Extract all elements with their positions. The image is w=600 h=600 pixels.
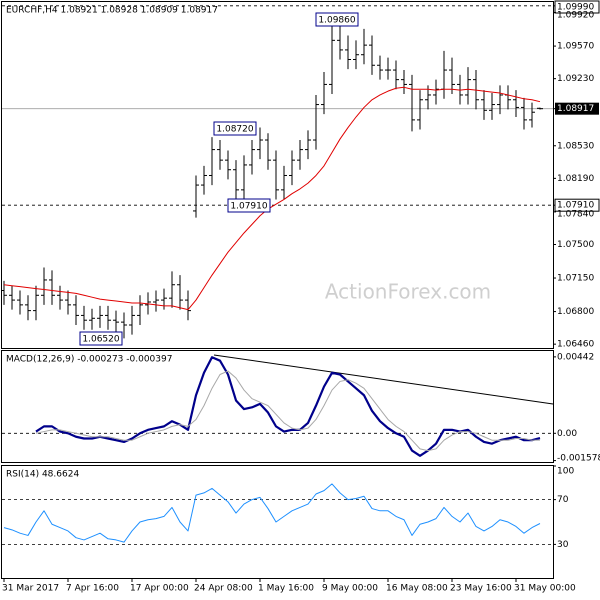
y-tick-label: -0.001578 (557, 454, 600, 464)
indicator-line (35, 356, 541, 457)
y-tick-label: 100 (557, 467, 574, 477)
y-tick-label: 1.07150 (557, 274, 594, 284)
y-tick-label: 1.08917 (557, 104, 594, 114)
price-panel (1, 1, 554, 349)
trend-line (213, 354, 554, 405)
indicator-line (3, 483, 541, 543)
level-label-box (554, 0, 600, 14)
x-tick-label: 17 Apr 00:00 (130, 584, 189, 594)
macd-panel (1, 350, 554, 463)
y-tick-label: 0.00 (557, 429, 577, 439)
panel-title: RSI(14) 48.6624 (6, 470, 79, 480)
panel-title: EURCHF,H4 1.08921 1.08928 1.08909 1.0891… (6, 6, 218, 16)
watermark: ActionForex.com (325, 280, 491, 304)
y-tick-label: 1.09230 (557, 74, 594, 84)
x-tick-label: 7 Apr 16:00 (66, 584, 119, 594)
rsi-panel (1, 465, 554, 579)
y-tick-label: 1.09570 (557, 42, 594, 52)
x-tick-label: 23 May 16:00 (450, 584, 512, 594)
annotation: 1.07910 (230, 202, 267, 212)
y-tick-label: 1.08530 (557, 141, 594, 151)
annotation: 1.08720 (216, 125, 253, 135)
x-tick-label: 9 May 00:00 (322, 584, 378, 594)
level-label-box (554, 198, 600, 212)
annotation-box (315, 12, 359, 27)
indicator-line (35, 370, 541, 452)
y-tick-label: 1.09920 (557, 10, 594, 20)
y-tick-label: 1.07500 (557, 240, 594, 250)
panel-title: MACD(12,26,9) -0.000273 -0.000397 (6, 355, 172, 365)
annotation-box (227, 198, 271, 213)
y-tick-label: 1.08190 (557, 174, 594, 184)
x-tick-label: 31 Mar 2017 (2, 584, 59, 594)
x-tick-label: 1 May 16:00 (258, 584, 314, 594)
x-tick-label: 24 Apr 08:00 (194, 584, 253, 594)
annotation: 1.09860 (318, 16, 355, 26)
y-tick-label: 1.07910 (557, 201, 594, 211)
x-tick-label: 16 May 08:00 (386, 584, 448, 594)
annotation-box (79, 331, 123, 346)
y-tick-label: 1.06460 (557, 340, 594, 350)
price-label-box (555, 102, 599, 115)
annotation: 1.06520 (82, 335, 119, 345)
y-tick-label: 1.07840 (557, 210, 594, 220)
y-tick-label: 30 (557, 540, 569, 550)
annotation-box (213, 121, 257, 136)
y-tick-label: 70 (557, 495, 569, 505)
y-tick-label: 1.06800 (557, 307, 594, 317)
y-tick-label: 1.09990 (557, 3, 594, 13)
y-tick-label: 0.00442 (557, 352, 594, 362)
x-tick-label: 31 May 00:00 (514, 584, 576, 594)
moving-average (3, 86, 541, 311)
